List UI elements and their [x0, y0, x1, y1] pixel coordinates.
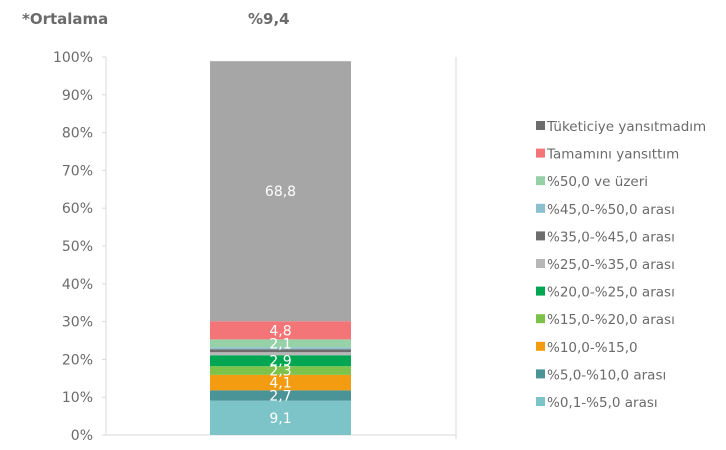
- legend-label: Tüketiciye yansıtmadım: [546, 119, 706, 135]
- legend: Tüketiciye yansıtmadım Tamamını yansıttım…: [536, 119, 706, 411]
- legend-swatch: [536, 314, 545, 324]
- legend-label: %15,0-%20,0 arası: [547, 312, 675, 328]
- bar-segment: [210, 374, 351, 391]
- data-label: 4,8: [269, 323, 291, 339]
- bar-segment: [210, 349, 351, 353]
- y-tick-label: 70%: [62, 163, 93, 179]
- data-label: 2,9: [269, 354, 291, 370]
- bar-segment: [210, 400, 351, 435]
- legend-label: %10,0-%15,0: [547, 340, 638, 356]
- data-label: 9,1: [269, 411, 291, 427]
- legend-label: %0,1-%5,0 arası: [547, 395, 658, 411]
- y-tick-label: 40%: [62, 277, 93, 293]
- average-label: *Ortalama: [22, 10, 109, 28]
- data-labels: 9,1 2,74,12,32,9 2,14,8 68,8: [265, 184, 296, 427]
- bar-segments: [210, 61, 351, 435]
- legend-swatch: [536, 397, 545, 406]
- y-tick-label: 60%: [62, 201, 93, 217]
- data-label: 2,7: [269, 388, 291, 404]
- y-tick-label: 30%: [62, 315, 93, 331]
- legend-label: %25,0-%35,0 arası: [547, 257, 675, 273]
- bar-segment: [210, 339, 351, 348]
- legend-swatch: [536, 121, 545, 130]
- y-tick-label: 80%: [62, 126, 93, 142]
- average-value: %9,4: [248, 10, 290, 28]
- legend-swatch: [536, 231, 545, 241]
- bar-segment: [210, 352, 351, 356]
- legend-label: %20,0-%25,0 arası: [547, 285, 675, 301]
- data-label: 2,3: [269, 364, 291, 380]
- legend-swatch: [536, 203, 545, 213]
- bar-segment: [210, 390, 351, 401]
- data-label: 4,1: [269, 376, 291, 392]
- y-tick-label: 10%: [62, 390, 93, 406]
- bar-segment: [210, 321, 351, 340]
- chart-axes: 0% 10% 20% 30% 40% 50% 60% 70% 80% 90% 100%: [53, 50, 457, 444]
- legend-swatch: [536, 148, 545, 158]
- chart-header: *Ortalama %9,4: [0, 8, 726, 34]
- bar-segment: [210, 366, 351, 375]
- y-tick-label: 20%: [62, 352, 93, 368]
- bar-segment: [210, 355, 351, 367]
- y-tick-label: 90%: [62, 88, 93, 104]
- data-label: 2,1: [269, 336, 291, 352]
- y-tick-label: 100%: [53, 50, 93, 66]
- legend-swatch: [536, 341, 545, 351]
- legend-label: %45,0-%50,0 arası: [547, 202, 675, 218]
- bar-segment: [210, 61, 351, 322]
- legend-label: Tamamını yansıttım: [546, 147, 679, 163]
- bar-segment: [210, 347, 351, 350]
- legend-swatch: [536, 259, 545, 268]
- legend-swatch: [536, 369, 545, 379]
- y-tick-label: 50%: [62, 239, 93, 255]
- legend-label: %35,0-%45,0 arası: [547, 229, 675, 245]
- legend-swatch: [536, 176, 545, 186]
- legend-label: %50,0 ve üzeri: [547, 174, 648, 190]
- legend-label: %5,0-%10,0 arası: [547, 367, 666, 383]
- legend-swatch: [536, 286, 545, 296]
- y-tick-label: 0%: [71, 428, 93, 444]
- data-label: 68,8: [265, 184, 296, 200]
